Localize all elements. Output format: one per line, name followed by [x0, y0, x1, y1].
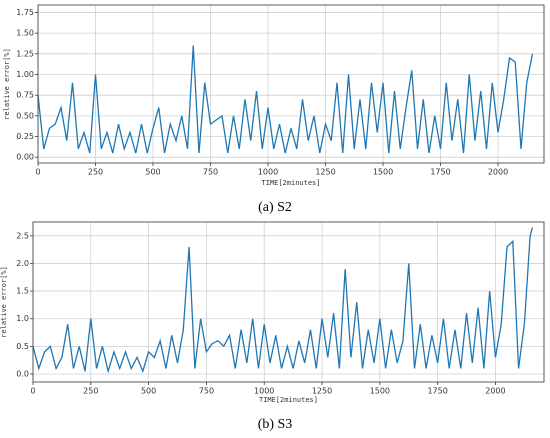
- x-tick-label: 750: [199, 387, 214, 396]
- plot-frame: [32, 221, 545, 383]
- y-tick-label: 1.0: [16, 314, 29, 323]
- x-tick-label: 0: [35, 168, 40, 177]
- caption: (b) S3: [258, 417, 293, 432]
- y-tick-label: 1.50: [16, 29, 34, 38]
- y-tick-label: 0.0: [16, 369, 29, 378]
- x-tick-label: 2000: [485, 387, 505, 396]
- plot-frame: [37, 4, 545, 164]
- caption: (a) S2: [258, 200, 292, 215]
- x-tick-label: 1250: [315, 168, 335, 177]
- x-tick-label: 1750: [427, 387, 447, 396]
- y-tick-label: 2.0: [16, 259, 29, 268]
- x-tick-label: 1500: [373, 168, 393, 177]
- y-tick-label: 1.5: [16, 287, 29, 296]
- y-tick-label: 0.25: [16, 132, 34, 141]
- y-tick-label: 0.50: [16, 111, 34, 120]
- y-tick-label: 1.75: [16, 8, 34, 17]
- x-tick-label: 1250: [312, 387, 332, 396]
- y-tick-label: 2.5: [16, 231, 29, 240]
- x-tick-label: 1000: [258, 168, 278, 177]
- x-tick-label: 750: [203, 168, 218, 177]
- x-tick-label: 500: [145, 168, 160, 177]
- y-tick-label: 1.25: [16, 49, 34, 58]
- y-tick-label: 0.75: [16, 91, 34, 100]
- x-tick-label: 2000: [488, 168, 508, 177]
- y-axis-label: relative error[%]: [3, 48, 11, 120]
- x-tick-label: 500: [141, 387, 156, 396]
- x-tick-label: 1000: [254, 387, 274, 396]
- x-tick-label: 1750: [430, 168, 450, 177]
- x-axis-label: TIME[2minutes]: [259, 396, 318, 404]
- x-tick-label: 0: [30, 387, 35, 396]
- x-tick-label: 250: [88, 168, 103, 177]
- x-axis-label: TIME[2minutes]: [261, 179, 320, 187]
- y-tick-label: 0.00: [16, 153, 34, 162]
- y-tick-label: 1.00: [16, 70, 34, 79]
- x-tick-label: 250: [83, 387, 98, 396]
- data-line: [32, 227, 534, 374]
- y-axis-label: relative error[%]: [0, 266, 8, 338]
- y-tick-label: 0.5: [16, 342, 29, 351]
- x-tick-label: 1500: [370, 387, 390, 396]
- data-line: [37, 45, 534, 154]
